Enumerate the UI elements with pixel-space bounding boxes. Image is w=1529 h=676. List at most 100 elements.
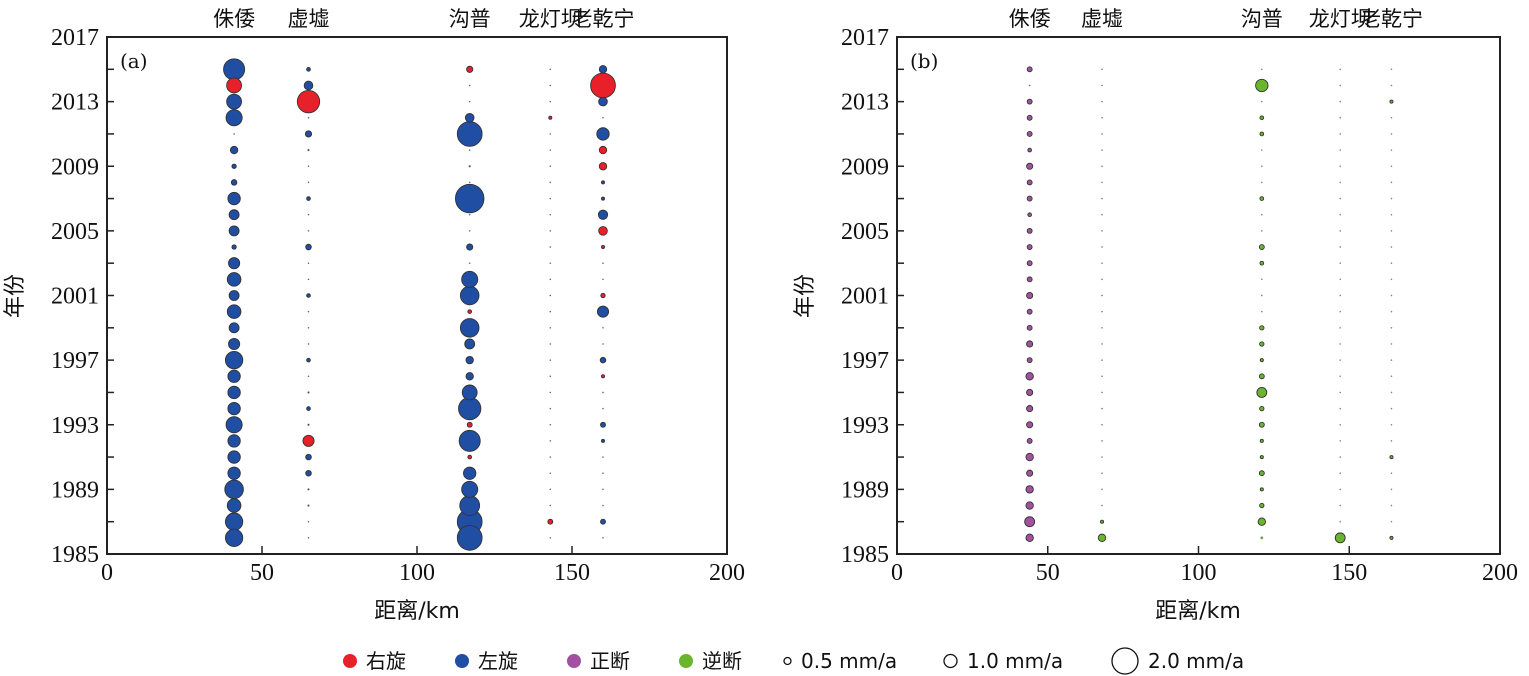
bubble-龙灯坝-2006 xyxy=(1339,213,1342,216)
bubble-虚墟-1998 xyxy=(307,343,310,345)
bubble-虚墟-1988 xyxy=(1101,504,1103,507)
bubble-龙灯坝-1998 xyxy=(549,343,552,345)
bubble-沟普-2014 xyxy=(468,84,471,87)
bubble-沟普-1999 xyxy=(1259,325,1265,331)
bubble-侏倭-1998 xyxy=(228,337,241,350)
bubble-龙灯坝-2004 xyxy=(1339,246,1342,248)
bubble-虚墟-2015 xyxy=(306,67,311,72)
y-tick-label: 2017 xyxy=(841,25,889,51)
legend-size-label: 2.0 mm/a xyxy=(1148,649,1244,673)
bubble-老乾宁-1995 xyxy=(1390,391,1393,394)
bubble-老乾宁-2004 xyxy=(601,245,606,250)
bubble-老乾宁-2002 xyxy=(602,278,604,281)
bubble-虚墟-1991 xyxy=(1101,456,1103,458)
bubble-侏倭-2003 xyxy=(1026,260,1033,267)
bubble-虚墟-1995 xyxy=(1101,391,1103,394)
bubble-老乾宁-2003 xyxy=(1390,262,1393,265)
bubble-沟普-2000 xyxy=(467,309,473,314)
bubble-侏倭-2000 xyxy=(1026,308,1033,315)
site-label: 沟普 xyxy=(1241,7,1283,31)
panel-b: (b) 距离/km 年份 0 50 100 150 200 1985 1989 1993 199… xyxy=(793,7,1518,624)
bubble-老乾宁-2015 xyxy=(598,65,608,74)
y-axis-title-a: 年份 xyxy=(3,274,28,318)
bubble-侏倭-1986 xyxy=(224,528,244,547)
y-tick-label: 2005 xyxy=(51,219,99,245)
y-tick-label: 2009 xyxy=(51,154,99,180)
bubble-沟普-1994 xyxy=(1259,405,1265,412)
bubble-龙灯坝-2000 xyxy=(549,310,552,313)
bubble-虚墟-1986 xyxy=(307,537,310,539)
bubble-老乾宁-1993 xyxy=(600,421,606,428)
bubble-虚墟-1989 xyxy=(1101,488,1103,491)
site-label: 侏倭 xyxy=(213,7,255,31)
bubble-侏倭-2014 xyxy=(1028,84,1031,87)
bubble-龙灯坝-2015 xyxy=(549,68,552,71)
legend-label: 左旋 xyxy=(478,649,518,673)
bubble-侏倭-1997 xyxy=(224,350,244,370)
bubble-侏倭-1995 xyxy=(227,385,241,400)
bubble-龙灯坝-2007 xyxy=(1339,197,1342,200)
bubble-龙灯坝-1992 xyxy=(549,440,552,442)
bubble-老乾宁-2001 xyxy=(1390,294,1393,297)
y-tick-label: 2013 xyxy=(51,90,99,116)
bubble-沟普-2004 xyxy=(466,243,474,251)
bubble-老乾宁-1995 xyxy=(602,391,604,394)
bubble-虚墟-2001 xyxy=(306,293,311,298)
bubble-老乾宁-2010 xyxy=(1390,149,1393,151)
bubble-虚墟-2008 xyxy=(1101,181,1103,184)
bubble-老乾宁-1996 xyxy=(1390,375,1393,378)
bubble-虚墟-2011 xyxy=(1101,133,1103,135)
x-tick-label: 100 xyxy=(399,560,435,586)
bubble-龙灯坝-1996 xyxy=(549,375,552,378)
panel-tag-a: (a) xyxy=(120,49,148,73)
bubble-虚墟-2010 xyxy=(307,148,310,152)
bubble-沟普-2006 xyxy=(1260,213,1263,216)
bubble-侏倭-2011 xyxy=(233,133,235,135)
bubble-侏倭-2001 xyxy=(228,290,240,301)
bubble-老乾宁-1991 xyxy=(602,456,604,458)
bubble-侏倭-1997 xyxy=(1026,357,1033,364)
bubble-老乾宁-2008 xyxy=(601,180,606,185)
bubble-虚墟-2000 xyxy=(1101,310,1103,313)
panel-tag-b: (b) xyxy=(910,49,938,73)
bubble-虚墟-2009 xyxy=(307,165,310,168)
y-tick-label: 1997 xyxy=(51,348,99,374)
bubble-沟普-2001 xyxy=(1260,294,1263,297)
bubble-老乾宁-1992 xyxy=(601,438,606,443)
bubble-老乾宁-2008 xyxy=(1390,181,1393,184)
bubble-老乾宁-2005 xyxy=(598,226,608,236)
legend-size-swatch xyxy=(783,656,792,666)
bubble-虚墟-1998 xyxy=(1101,343,1103,345)
bubble-虚墟-2000 xyxy=(307,310,310,313)
bubble-虚墟-2002 xyxy=(307,278,310,281)
bubble-龙灯坝-2004 xyxy=(549,246,552,248)
bubble-侏倭-2013 xyxy=(226,93,242,110)
bubble-龙灯坝-1992 xyxy=(1339,440,1342,442)
bubble-虚墟-2007 xyxy=(306,196,311,201)
bubble-虚墟-2008 xyxy=(307,181,310,184)
bubble-龙灯坝-2002 xyxy=(1339,278,1342,281)
y-tick-label: 1985 xyxy=(51,542,99,568)
bubble-侏倭-1998 xyxy=(1026,340,1034,348)
y-tick-label: 2013 xyxy=(841,90,889,116)
plot-frame-b xyxy=(896,36,1501,555)
y-tick-label: 2009 xyxy=(841,154,889,180)
bubble-侏倭-1987 xyxy=(224,512,244,531)
bubble-沟普-1998 xyxy=(1259,341,1265,347)
bubble-虚墟-2004 xyxy=(305,243,312,251)
bubble-沟普-1996 xyxy=(465,372,474,381)
bubble-老乾宁-2007 xyxy=(1390,197,1393,200)
bubble-老乾宁-1989 xyxy=(602,488,604,491)
bubble-沟普-1989 xyxy=(1259,487,1264,492)
bubble-龙灯坝-2005 xyxy=(549,230,552,232)
bubble-龙灯坝-2010 xyxy=(1339,149,1342,151)
bubble-沟普-1994 xyxy=(458,396,482,421)
bubble-侏倭-2003 xyxy=(228,257,241,270)
bubble-老乾宁-2012 xyxy=(1390,116,1393,119)
bubble-虚墟-2006 xyxy=(1101,213,1103,216)
bubble-沟普-2006 xyxy=(468,213,471,216)
legend: 右旋 左旋 正断 逆断 0.5 mm/a 1.0 mm/a 2.0 mm/a xyxy=(343,647,1244,675)
bubble-龙灯坝-1988 xyxy=(1339,504,1342,507)
bubble-龙灯坝-2005 xyxy=(1339,230,1342,232)
